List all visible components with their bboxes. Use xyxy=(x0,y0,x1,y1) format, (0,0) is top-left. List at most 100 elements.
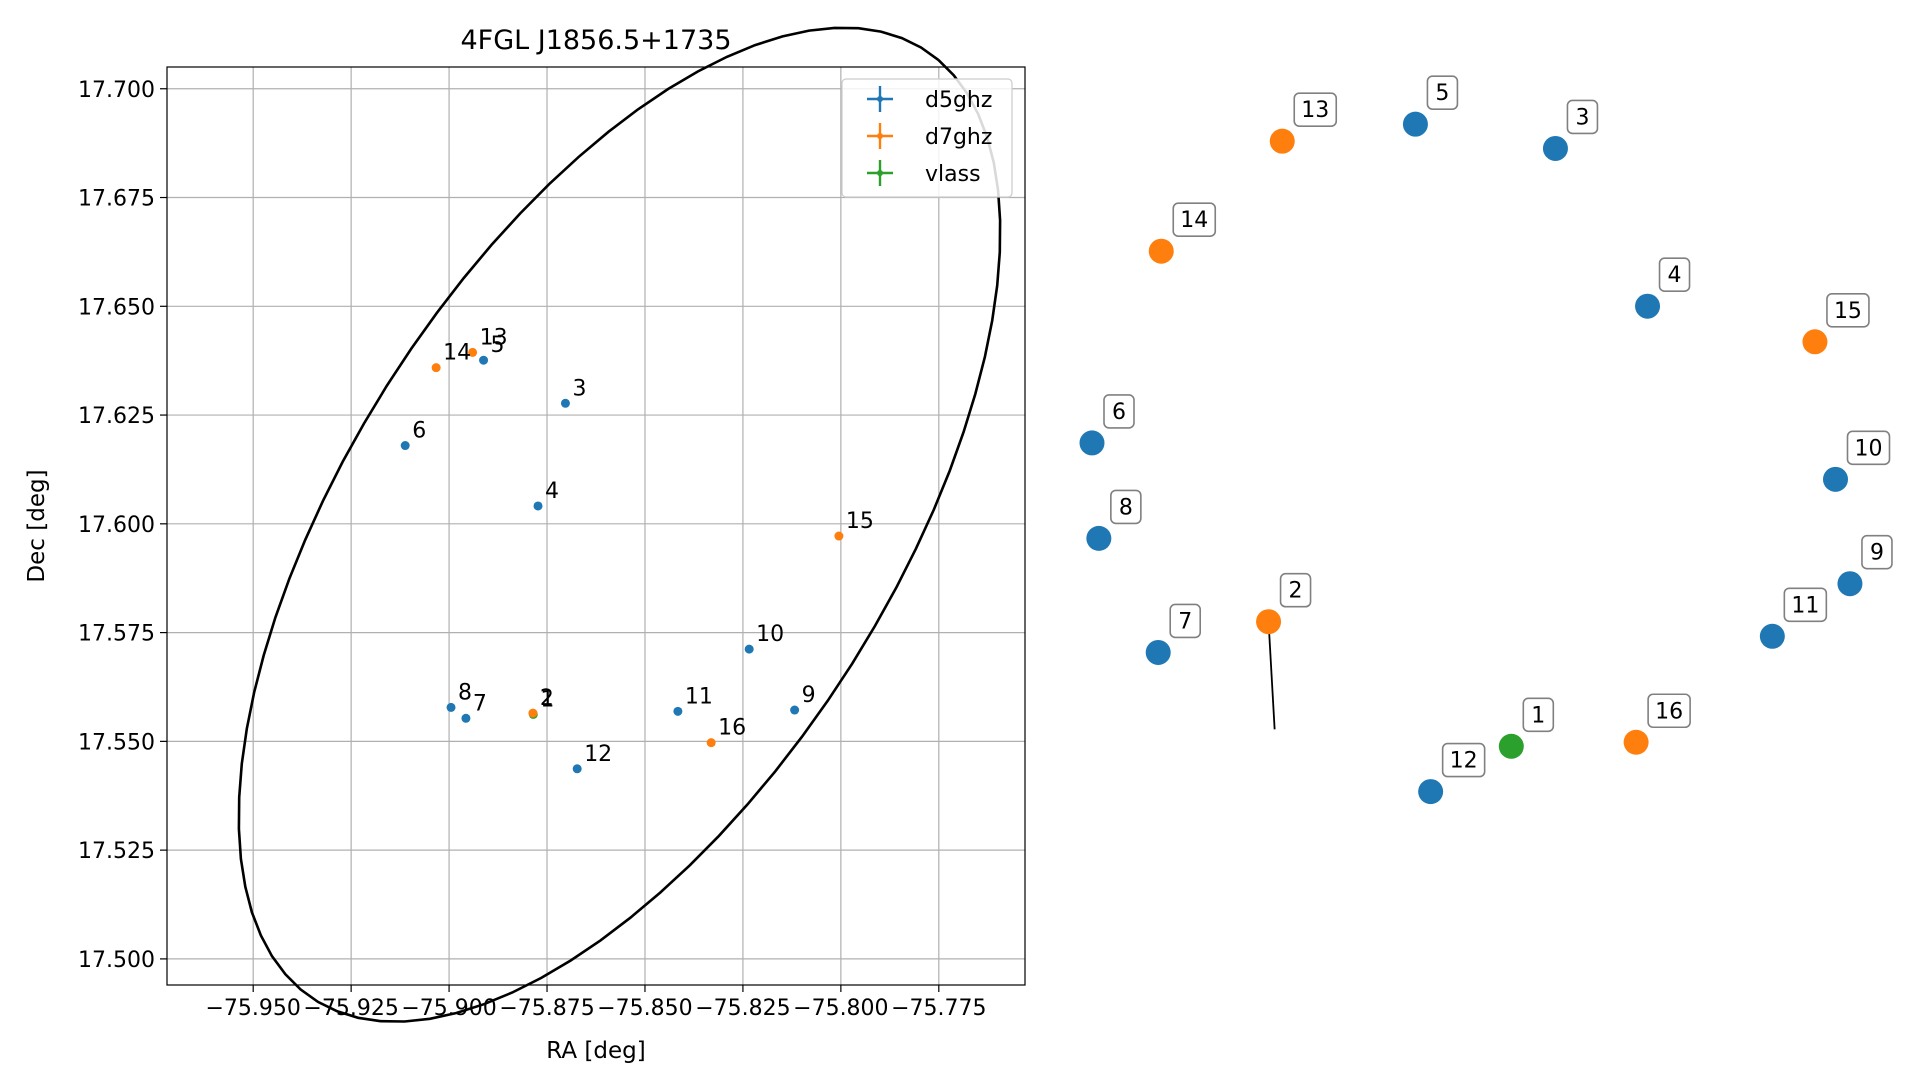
point-label-12: 12 xyxy=(584,742,612,767)
right-leader-lines xyxy=(1267,621,1276,730)
x-tick-label: −75.950 xyxy=(205,996,300,1021)
point-label-7: 7 xyxy=(473,691,487,716)
data-point-3 xyxy=(560,398,570,408)
boxed-label-7: 7 xyxy=(1169,603,1202,639)
right-points xyxy=(1079,111,1863,805)
arranged-point-15 xyxy=(1802,329,1828,355)
point-label-11: 11 xyxy=(685,684,713,709)
point-label-3: 3 xyxy=(572,376,586,401)
arranged-point-5 xyxy=(1402,111,1428,137)
arranged-point-6 xyxy=(1079,430,1105,456)
label-text: 8 xyxy=(1119,495,1133,520)
x-tick-label: −75.875 xyxy=(499,996,594,1021)
label-text: 4 xyxy=(1668,263,1682,288)
grid xyxy=(167,67,1025,985)
arranged-point-9 xyxy=(1837,571,1863,597)
legend-label-d5ghz: d5ghz xyxy=(925,88,992,113)
y-tick-label: 17.625 xyxy=(78,404,155,429)
data-point-4 xyxy=(533,501,543,511)
point-label-14: 14 xyxy=(443,341,471,366)
arranged-point-14 xyxy=(1148,238,1174,264)
boxed-label-16: 16 xyxy=(1647,693,1691,729)
legend: d5ghz d7ghz vlass xyxy=(841,78,1013,198)
uncertainty-ellipse xyxy=(237,26,1002,1023)
y-tick-label: 17.600 xyxy=(78,513,155,538)
data-point-15 xyxy=(834,531,844,541)
data-point-2 xyxy=(528,708,538,718)
arranged-point-1 xyxy=(1498,733,1524,759)
label-text: 15 xyxy=(1834,299,1862,324)
x-tick-label: −75.800 xyxy=(793,996,888,1021)
boxed-label-15: 15 xyxy=(1826,293,1870,328)
label-box xyxy=(1647,693,1691,729)
legend-marker-dot xyxy=(877,170,883,176)
boxed-label-6: 6 xyxy=(1103,394,1135,429)
data-point-8 xyxy=(446,702,456,712)
label-box xyxy=(1522,697,1555,733)
label-box xyxy=(1566,99,1599,135)
boxed-label-8: 8 xyxy=(1110,489,1142,525)
x-tick-label: −75.925 xyxy=(303,996,398,1021)
data-point-11 xyxy=(673,706,683,716)
data-point-10 xyxy=(744,644,754,654)
x-ticks: −75.950 −75.925 −75.900 −75.875 −75.850 −75.8… xyxy=(205,985,987,1021)
boxed-label-1: 1 xyxy=(1522,697,1555,733)
x-tick-label: −75.775 xyxy=(891,996,986,1021)
label-text: 2 xyxy=(1289,579,1303,604)
boxed-label-9: 9 xyxy=(1861,534,1893,570)
label-box xyxy=(1279,572,1312,608)
label-box xyxy=(1103,394,1135,429)
legend-box xyxy=(841,78,1013,198)
leader-line-2 xyxy=(1267,621,1276,730)
label-text: 1 xyxy=(1531,703,1545,728)
x-tick-label: −75.825 xyxy=(695,996,790,1021)
arranged-point-12 xyxy=(1418,779,1444,805)
label-text: 3 xyxy=(1575,105,1589,130)
label-text: 14 xyxy=(1180,208,1208,233)
y-tick-label: 17.500 xyxy=(78,948,155,973)
legend-label-vlass: vlass xyxy=(925,162,981,187)
boxed-label-3: 3 xyxy=(1566,99,1599,135)
boxed-label-2: 2 xyxy=(1279,572,1312,608)
label-text: 10 xyxy=(1854,436,1882,461)
uncertainty-ellipse-group xyxy=(237,26,1002,1023)
data-point-6 xyxy=(400,441,410,451)
point-label-15: 15 xyxy=(846,509,874,534)
point-label-6: 6 xyxy=(412,419,426,444)
label-text: 9 xyxy=(1870,541,1884,566)
label-box xyxy=(1846,430,1891,466)
chart-title: 4FGL J1856.5+1735 xyxy=(460,25,731,56)
plot-frame xyxy=(166,66,1026,986)
arranged-point-13 xyxy=(1269,128,1295,154)
point-label-5: 5 xyxy=(491,333,505,358)
x-tick-label: −75.900 xyxy=(401,996,496,1021)
y-tick-label: 17.675 xyxy=(78,187,155,212)
left-points xyxy=(400,347,844,774)
boxed-label-14: 14 xyxy=(1172,202,1217,237)
label-box xyxy=(1172,202,1217,237)
label-box xyxy=(1826,293,1870,328)
point-label-10: 10 xyxy=(756,622,784,647)
y-tick-label: 17.550 xyxy=(78,730,155,755)
point-label-1: 1 xyxy=(540,687,554,712)
label-box xyxy=(1441,742,1486,778)
label-box xyxy=(1783,587,1828,623)
y-tick-label: 17.525 xyxy=(78,839,155,864)
arranged-point-8 xyxy=(1086,525,1112,551)
label-text: 16 xyxy=(1655,699,1683,724)
label-text: 11 xyxy=(1791,593,1819,618)
arranged-point-16 xyxy=(1623,729,1649,755)
legend-marker-dot xyxy=(877,96,883,102)
boxed-label-5: 5 xyxy=(1426,75,1459,110)
arranged-point-11 xyxy=(1759,623,1785,649)
data-point-12 xyxy=(572,764,582,774)
legend-marker-dot xyxy=(877,133,883,139)
label-text: 12 xyxy=(1450,749,1478,774)
label-text: 13 xyxy=(1301,98,1329,123)
boxed-label-12: 12 xyxy=(1441,742,1486,778)
data-point-13 xyxy=(468,347,478,357)
boxed-label-13: 13 xyxy=(1293,92,1338,127)
